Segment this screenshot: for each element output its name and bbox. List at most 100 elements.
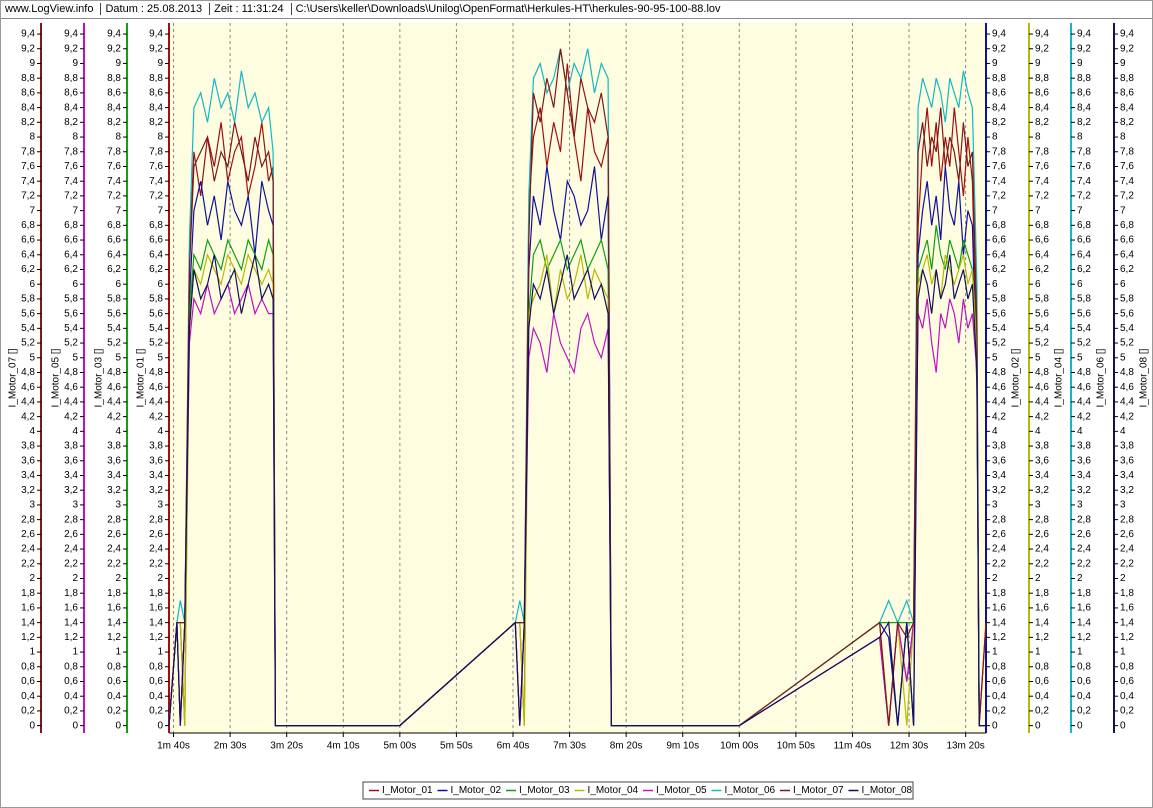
y-tick-label: 8,2	[21, 117, 35, 128]
y-tick-label: 8	[992, 132, 998, 143]
y-tick-label: 5,8	[1120, 294, 1134, 305]
file-path: C:\Users\keller\Downloads\Unilog\OpenFor…	[295, 3, 721, 15]
y-tick-label: 2,2	[21, 558, 35, 569]
y-tick-label: 4,8	[992, 367, 1006, 378]
y-tick-label: 1,2	[1120, 632, 1134, 643]
y-tick-label: 0	[1120, 720, 1126, 731]
y-tick-label: 9	[157, 58, 163, 69]
y-tick-label: 6,4	[1120, 249, 1134, 260]
y-tick-label: 2,2	[1035, 558, 1049, 569]
y-tick-label: 4,6	[1120, 382, 1134, 393]
y-tick-label: 4,4	[1035, 397, 1049, 408]
y-tick-label: 0,8	[1035, 661, 1049, 672]
y-tick-label: 5	[1077, 352, 1083, 363]
y-tick-label: 0,2	[1077, 706, 1091, 717]
x-tick-label: 1m 40s	[157, 741, 190, 752]
y-tick-label: 2,4	[1120, 544, 1134, 555]
y-tick-label: 8,4	[1120, 102, 1134, 113]
y-tick-label: 4,8	[107, 367, 121, 378]
y-tick-label: 8	[1077, 132, 1083, 143]
y-tick-label: 2,8	[149, 514, 163, 525]
y-tick-label: 6,4	[149, 249, 163, 260]
y-tick-label: 3,6	[1035, 455, 1049, 466]
series-line	[168, 48, 986, 727]
y-axis-label: I_Motor_08 []	[1139, 348, 1150, 407]
y-tick-label: 1,8	[107, 588, 121, 599]
y-tick-label: 8,4	[1077, 102, 1091, 113]
y-tick-label: 1,6	[149, 603, 163, 614]
y-tick-label: 9,4	[992, 29, 1006, 40]
y-tick-label: 8,8	[1077, 73, 1091, 84]
y-tick-label: 5,2	[21, 338, 35, 349]
y-tick-label: 9,4	[64, 29, 78, 40]
y-tick-label: 7,2	[1035, 191, 1049, 202]
y-tick-label: 8,4	[21, 102, 35, 113]
y-tick-label: 3,4	[1077, 470, 1091, 481]
y-tick-label: 2,8	[1077, 514, 1091, 525]
y-tick-label: 4	[157, 426, 163, 437]
y-tick-label: 7,4	[1035, 176, 1049, 187]
y-tick-label: 3,8	[21, 441, 35, 452]
y-tick-label: 5,4	[1120, 323, 1134, 334]
y-tick-label: 0,4	[64, 691, 78, 702]
y-tick-label: 7,6	[992, 161, 1006, 172]
y-tick-label: 4,8	[21, 367, 35, 378]
y-tick-label: 3,6	[107, 455, 121, 466]
y-tick-label: 3,8	[64, 441, 78, 452]
y-tick-label: 0,8	[107, 661, 121, 672]
y-tick-label: 5,2	[149, 338, 163, 349]
y-tick-label: 7,4	[64, 176, 78, 187]
y-tick-label: 1	[115, 647, 121, 658]
y-tick-label: 6	[1120, 279, 1126, 290]
y-tick-label: 4	[29, 426, 35, 437]
y-tick-label: 7,6	[21, 161, 35, 172]
y-tick-label: 0,6	[1077, 676, 1091, 687]
y-tick-label: 2,2	[64, 558, 78, 569]
y-tick-label: 1,6	[64, 603, 78, 614]
y-tick-label: 8	[1035, 132, 1041, 143]
y-tick-label: 6,8	[1035, 220, 1049, 231]
y-tick-label: 8,8	[149, 73, 163, 84]
y-tick-label: 5,2	[992, 338, 1006, 349]
y-tick-label: 3,8	[1077, 441, 1091, 452]
y-tick-label: 3,2	[64, 485, 78, 496]
y-tick-label: 3	[1120, 500, 1126, 511]
y-tick-label: 6,8	[21, 220, 35, 231]
y-tick-label: 5,6	[1120, 308, 1134, 319]
series-line	[168, 225, 986, 727]
y-tick-label: 5,6	[992, 308, 1006, 319]
x-tick-label: 4m 10s	[327, 741, 360, 752]
x-tick-label: 6m 40s	[497, 741, 530, 752]
legend-label: I_Motor_05	[656, 785, 707, 796]
y-tick-label: 6	[157, 279, 163, 290]
y-axis-label: I_Motor_05 []	[51, 348, 62, 407]
y-tick-label: 7,4	[1120, 176, 1134, 187]
y-tick-label: 4,4	[1077, 397, 1091, 408]
y-tick-label: 4	[1120, 426, 1126, 437]
y-tick-label: 2,8	[107, 514, 121, 525]
y-tick-label: 5	[1120, 352, 1126, 363]
y-tick-label: 5	[72, 352, 78, 363]
y-tick-label: 1,2	[1077, 632, 1091, 643]
y-tick-label: 9	[1035, 58, 1041, 69]
y-tick-label: 2,8	[992, 514, 1006, 525]
y-tick-label: 1,8	[21, 588, 35, 599]
y-tick-label: 8,2	[1077, 117, 1091, 128]
y-tick-label: 8,8	[1035, 73, 1049, 84]
y-tick-label: 4,4	[1120, 397, 1134, 408]
y-tick-label: 5	[992, 352, 998, 363]
y-tick-label: 9,2	[21, 43, 35, 54]
y-tick-label: 4,8	[1035, 367, 1049, 378]
legend-label: I_Motor_07	[793, 785, 844, 796]
y-tick-label: 5,2	[107, 338, 121, 349]
y-tick-label: 9,4	[149, 29, 163, 40]
y-tick-label: 5,8	[1077, 294, 1091, 305]
series-line	[168, 254, 986, 727]
y-tick-label: 5	[1035, 352, 1041, 363]
y-tick-label: 3,4	[1035, 470, 1049, 481]
y-tick-label: 1,6	[107, 603, 121, 614]
y-tick-label: 2,6	[992, 529, 1006, 540]
y-tick-label: 2,8	[1120, 514, 1134, 525]
y-tick-label: 7,4	[992, 176, 1006, 187]
y-tick-label: 4,6	[107, 382, 121, 393]
